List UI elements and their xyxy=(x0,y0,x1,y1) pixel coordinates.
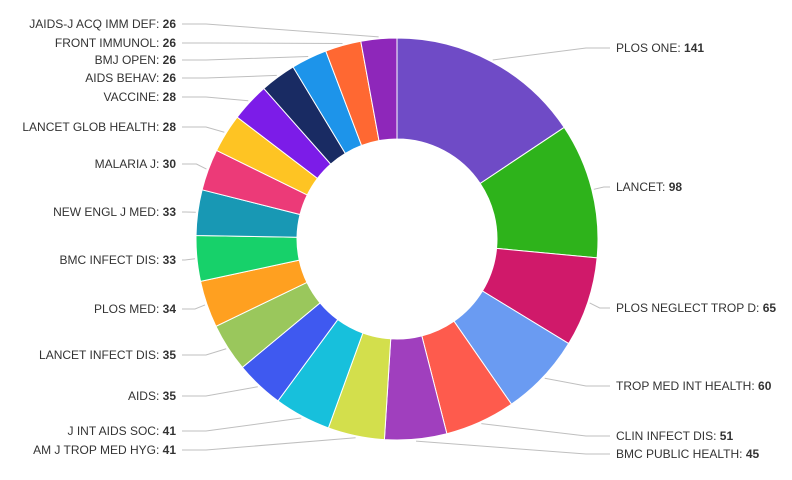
slice-label-name: AM J TROP MED HYG: xyxy=(33,443,163,457)
slice-label-value: 35 xyxy=(163,389,177,403)
slice-label-name: PLOS MED: xyxy=(94,302,163,316)
slice-label: BMC INFECT DIS: 33 xyxy=(60,253,177,267)
slice-label-name: VACCINE: xyxy=(104,90,163,104)
slice-label: NEW ENGL J MED: 33 xyxy=(53,205,176,219)
slice-label-value: 26 xyxy=(163,36,177,50)
slice-label-value: 33 xyxy=(163,253,177,267)
slice-label: PLOS NEGLECT TROP D: 65 xyxy=(616,301,776,315)
slice-label: PLOS ONE: 141 xyxy=(616,41,704,55)
slice-label: AIDS BEHAV: 26 xyxy=(85,71,176,85)
slice-label-value: 51 xyxy=(720,429,734,443)
slice-label-value: 26 xyxy=(163,17,177,31)
leader-line xyxy=(481,423,610,437)
slice-label: LANCET GLOB HEALTH: 28 xyxy=(22,120,176,134)
slice-label: PLOS MED: 34 xyxy=(94,302,176,316)
slice-label-name: BMC INFECT DIS: xyxy=(60,253,163,267)
slices-layer xyxy=(195,37,599,441)
slice-label: VACCINE: 28 xyxy=(104,90,177,104)
leader-line xyxy=(182,437,356,451)
slice-label-value: 60 xyxy=(758,379,772,393)
slice-label-name: BMJ OPEN: xyxy=(95,53,163,67)
slice-label-name: LANCET GLOB HEALTH: xyxy=(22,120,162,134)
leader-line xyxy=(416,440,610,455)
slice-label-name: CLIN INFECT DIS: xyxy=(616,429,720,443)
slice-label: BMJ OPEN: 26 xyxy=(95,53,177,67)
slice-label-value: 35 xyxy=(163,348,177,362)
slice-label-name: J INT AIDS SOC: xyxy=(68,424,163,438)
labels-layer: PLOS ONE: 141 LANCET: 98 PLOS NEGLECT TROP… xyxy=(22,17,776,461)
slice-label-name: LANCET: xyxy=(616,180,669,194)
slice-label-value: 26 xyxy=(163,53,177,67)
slice-label: LANCET INFECT DIS: 35 xyxy=(39,348,176,362)
slice-label-name: TROP MED INT HEALTH: xyxy=(616,379,758,393)
slice-label-name: BMC PUBLIC HEALTH: xyxy=(616,447,746,461)
slice-label-name: PLOS NEGLECT TROP D: xyxy=(616,301,763,315)
slice-label-name: PLOS ONE: xyxy=(616,41,684,55)
leader-line xyxy=(182,126,225,133)
leader-line xyxy=(182,258,196,261)
leader-line xyxy=(593,186,610,190)
slice-label-name: MALARIA J: xyxy=(95,157,163,171)
slice-label-name: LANCET INFECT DIS: xyxy=(39,348,163,362)
slice-label: LANCET: 98 xyxy=(616,180,682,194)
leader-line xyxy=(182,96,249,102)
slice-label-value: 34 xyxy=(163,302,177,316)
slice-plos-one[interactable] xyxy=(396,37,565,185)
slice-label-value: 33 xyxy=(163,205,177,219)
slice-label: CLIN INFECT DIS: 51 xyxy=(616,429,733,443)
slice-label: FRONT IMMUNOL: 26 xyxy=(55,36,176,50)
leader-line xyxy=(182,417,302,432)
slice-label: MALARIA J: 30 xyxy=(95,157,177,171)
slice-label-value: 41 xyxy=(163,443,177,457)
leader-line xyxy=(182,74,277,79)
slice-label-value: 141 xyxy=(684,41,704,55)
slice-label-name: FRONT IMMUNOL: xyxy=(55,36,163,50)
slice-label-name: JAIDS-J ACQ IMM DEF: xyxy=(29,17,162,31)
slice-label: AM J TROP MED HYG: 41 xyxy=(33,443,176,457)
slice-jaids-j-acq-imm-def[interactable] xyxy=(360,37,398,142)
slice-label-value: 26 xyxy=(163,71,177,85)
leader-line xyxy=(589,302,610,309)
leader-line xyxy=(182,348,227,356)
leader-line xyxy=(492,47,610,61)
slice-label: AIDS: 35 xyxy=(128,389,176,403)
leader-line xyxy=(182,55,309,61)
leader-line xyxy=(182,304,206,310)
leader-line xyxy=(182,23,379,38)
slice-label: TROP MED INT HEALTH: 60 xyxy=(616,379,772,393)
slice-label: BMC PUBLIC HEALTH: 45 xyxy=(616,447,759,461)
slice-label-value: 41 xyxy=(163,424,177,438)
slice-label-value: 45 xyxy=(746,447,760,461)
slice-label-name: AIDS BEHAV: xyxy=(85,71,162,85)
slice-label-value: 98 xyxy=(669,180,683,194)
slice-label-value: 28 xyxy=(163,90,177,104)
slice-label-value: 65 xyxy=(763,301,777,315)
slice-label-name: AIDS: xyxy=(128,389,163,403)
leader-line xyxy=(544,377,610,387)
leader-line xyxy=(182,386,258,397)
slice-label: JAIDS-J ACQ IMM DEF: 26 xyxy=(29,17,176,31)
slice-label-value: 30 xyxy=(163,157,177,171)
slice-label: J INT AIDS SOC: 41 xyxy=(68,424,177,438)
leader-line xyxy=(182,163,207,170)
slice-label-value: 28 xyxy=(163,120,177,134)
slice-label-name: NEW ENGL J MED: xyxy=(53,205,163,219)
